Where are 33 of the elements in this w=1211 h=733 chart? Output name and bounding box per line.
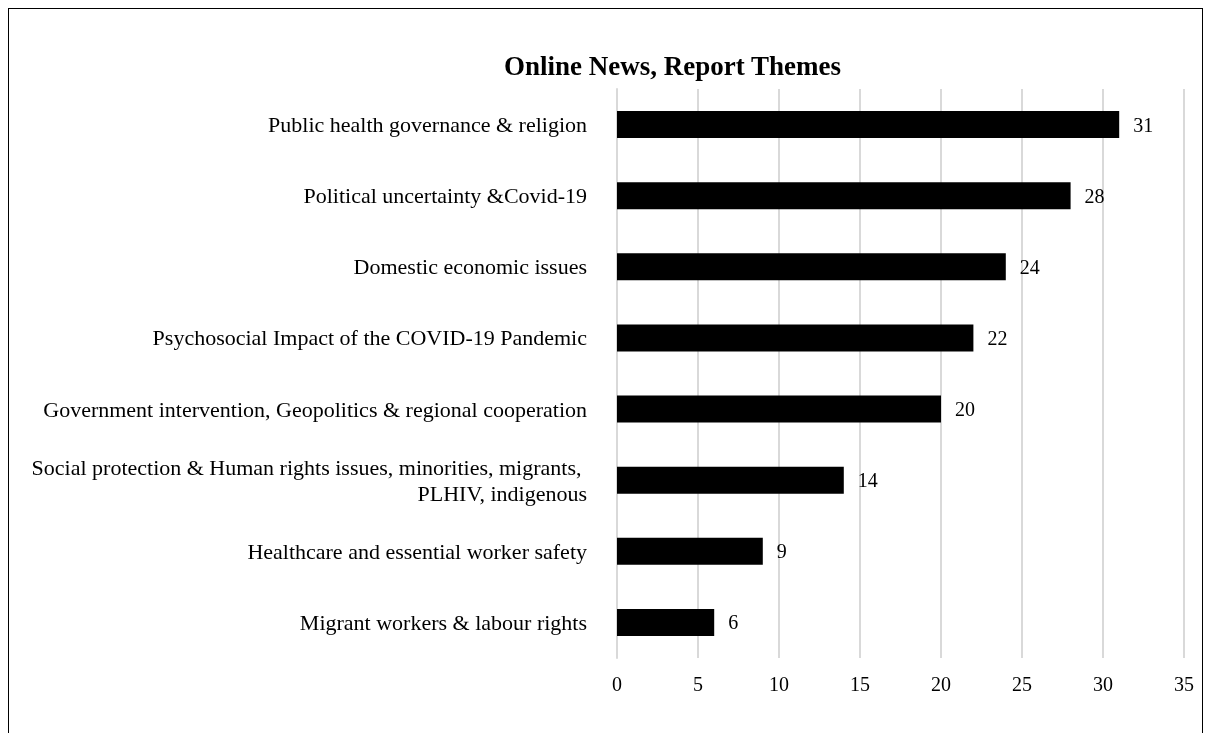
data-label: 20 bbox=[955, 398, 975, 421]
x-tick-label: 35 bbox=[1174, 673, 1194, 695]
y-tick-label: Government intervention, Geopolitics & regional cooperation bbox=[43, 396, 587, 422]
y-tick-label: Migrant workers & labour rights bbox=[299, 609, 587, 635]
x-tick-label: 5 bbox=[693, 673, 703, 695]
bar bbox=[617, 395, 941, 423]
bar bbox=[617, 466, 844, 494]
y-tick-label: Domestic economic issues bbox=[353, 254, 587, 280]
data-label: 31 bbox=[1133, 113, 1154, 136]
data-label: 22 bbox=[987, 326, 1008, 349]
y-tick-label: Political uncertainty &Covid-19 bbox=[303, 183, 587, 209]
data-label: 6 bbox=[728, 611, 739, 634]
y-tick-label: Psychosocial Impact of the COVID-19 Pandemic bbox=[152, 325, 588, 351]
x-tick-label: 15 bbox=[850, 673, 870, 695]
chart-title: Online News, Report Themes bbox=[504, 50, 841, 81]
data-label: 14 bbox=[857, 469, 878, 492]
y-tick-label: Healthcare and essential worker safety bbox=[247, 538, 587, 564]
bar bbox=[617, 182, 1071, 210]
data-label: 24 bbox=[1019, 255, 1040, 278]
bar bbox=[617, 537, 763, 565]
bar bbox=[617, 324, 974, 352]
bar bbox=[617, 253, 1006, 281]
bar bbox=[617, 608, 715, 636]
x-tick-label: 10 bbox=[769, 673, 789, 695]
data-label: 28 bbox=[1084, 184, 1105, 207]
x-tick-label: 20 bbox=[931, 673, 951, 695]
data-label: 9 bbox=[776, 540, 787, 563]
y-tick-label: Public health governance & religion bbox=[268, 112, 587, 138]
x-tick-label: 25 bbox=[1012, 673, 1032, 695]
x-tick-label: 0 bbox=[612, 673, 622, 695]
y-tick-label: Social protection & Human rights issues, minorities, migrants, PLHIV, indigenous bbox=[31, 454, 587, 506]
x-tick-label: 30 bbox=[1093, 673, 1113, 695]
bar bbox=[617, 111, 1120, 139]
